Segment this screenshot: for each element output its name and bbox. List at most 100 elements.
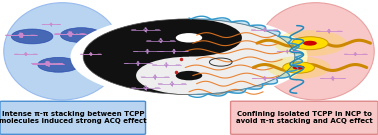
FancyBboxPatch shape (124, 63, 129, 64)
FancyBboxPatch shape (56, 63, 61, 64)
FancyBboxPatch shape (46, 64, 47, 66)
Circle shape (38, 57, 79, 72)
FancyBboxPatch shape (155, 29, 160, 30)
FancyBboxPatch shape (147, 63, 152, 64)
FancyBboxPatch shape (54, 33, 59, 34)
Circle shape (176, 33, 202, 43)
Circle shape (70, 14, 308, 99)
Ellipse shape (257, 3, 374, 100)
FancyBboxPatch shape (145, 27, 146, 29)
FancyBboxPatch shape (137, 64, 139, 66)
FancyBboxPatch shape (147, 52, 148, 54)
FancyBboxPatch shape (47, 61, 48, 63)
FancyBboxPatch shape (145, 88, 146, 90)
FancyBboxPatch shape (264, 27, 265, 29)
Wedge shape (189, 19, 295, 94)
FancyBboxPatch shape (145, 30, 146, 32)
Circle shape (136, 19, 242, 57)
FancyBboxPatch shape (21, 33, 23, 35)
FancyBboxPatch shape (328, 32, 330, 33)
FancyBboxPatch shape (231, 101, 378, 134)
FancyBboxPatch shape (341, 78, 345, 79)
Circle shape (303, 41, 317, 46)
Circle shape (60, 28, 102, 43)
FancyBboxPatch shape (68, 34, 70, 36)
FancyBboxPatch shape (0, 101, 146, 134)
FancyBboxPatch shape (32, 35, 37, 36)
Polygon shape (83, 38, 117, 76)
FancyBboxPatch shape (132, 87, 136, 88)
FancyBboxPatch shape (20, 36, 22, 38)
FancyBboxPatch shape (145, 85, 146, 87)
FancyBboxPatch shape (264, 30, 265, 32)
Circle shape (274, 30, 346, 56)
FancyBboxPatch shape (34, 63, 39, 64)
FancyBboxPatch shape (57, 24, 60, 25)
FancyBboxPatch shape (90, 54, 91, 56)
Circle shape (11, 29, 53, 44)
FancyBboxPatch shape (157, 51, 161, 52)
Circle shape (283, 62, 314, 73)
FancyBboxPatch shape (355, 55, 356, 56)
FancyBboxPatch shape (19, 33, 21, 34)
FancyBboxPatch shape (7, 35, 12, 36)
FancyBboxPatch shape (50, 23, 52, 24)
FancyBboxPatch shape (48, 61, 50, 63)
FancyBboxPatch shape (287, 52, 288, 53)
FancyBboxPatch shape (170, 40, 175, 41)
Text: Intense π-π stacking between TCPP
molecules induced strong ACQ effect: Intense π-π stacking between TCPP molecu… (0, 111, 147, 124)
FancyBboxPatch shape (70, 32, 72, 33)
FancyBboxPatch shape (132, 29, 136, 30)
FancyBboxPatch shape (251, 29, 256, 30)
FancyBboxPatch shape (6, 35, 11, 36)
FancyBboxPatch shape (70, 31, 71, 33)
FancyBboxPatch shape (70, 35, 71, 36)
Circle shape (292, 37, 328, 50)
FancyBboxPatch shape (46, 61, 47, 63)
FancyBboxPatch shape (294, 51, 298, 52)
FancyBboxPatch shape (19, 36, 21, 38)
FancyBboxPatch shape (25, 52, 26, 53)
Wedge shape (83, 19, 189, 94)
FancyBboxPatch shape (20, 33, 22, 35)
FancyBboxPatch shape (48, 64, 50, 66)
FancyBboxPatch shape (273, 78, 277, 79)
FancyBboxPatch shape (59, 63, 64, 64)
Circle shape (267, 56, 330, 79)
Circle shape (136, 57, 242, 94)
FancyBboxPatch shape (21, 36, 23, 38)
FancyBboxPatch shape (166, 65, 167, 67)
FancyBboxPatch shape (79, 33, 84, 34)
Ellipse shape (4, 3, 121, 100)
FancyBboxPatch shape (332, 76, 333, 78)
FancyBboxPatch shape (273, 29, 278, 30)
FancyBboxPatch shape (42, 24, 45, 25)
FancyBboxPatch shape (252, 78, 256, 79)
FancyBboxPatch shape (171, 81, 173, 83)
FancyBboxPatch shape (158, 83, 163, 84)
FancyBboxPatch shape (90, 52, 91, 54)
FancyBboxPatch shape (33, 63, 38, 64)
FancyBboxPatch shape (264, 76, 265, 78)
Circle shape (176, 71, 202, 80)
FancyBboxPatch shape (171, 84, 173, 86)
FancyBboxPatch shape (264, 79, 265, 80)
FancyBboxPatch shape (155, 87, 160, 88)
Circle shape (293, 65, 305, 70)
FancyBboxPatch shape (355, 52, 356, 53)
FancyBboxPatch shape (181, 83, 186, 84)
Text: Confining Isolated TCPP in NCP to
avoid π-π stacking and ACQ effect: Confining Isolated TCPP in NCP to avoid … (236, 111, 373, 124)
FancyBboxPatch shape (147, 49, 148, 51)
FancyBboxPatch shape (166, 63, 167, 64)
FancyBboxPatch shape (173, 52, 175, 54)
FancyBboxPatch shape (160, 51, 164, 52)
Polygon shape (261, 36, 295, 77)
FancyBboxPatch shape (50, 25, 52, 26)
FancyBboxPatch shape (70, 35, 72, 36)
FancyBboxPatch shape (160, 41, 161, 43)
FancyBboxPatch shape (277, 51, 280, 52)
FancyBboxPatch shape (25, 55, 26, 56)
FancyBboxPatch shape (183, 51, 188, 52)
FancyBboxPatch shape (31, 35, 36, 36)
FancyBboxPatch shape (160, 38, 161, 40)
